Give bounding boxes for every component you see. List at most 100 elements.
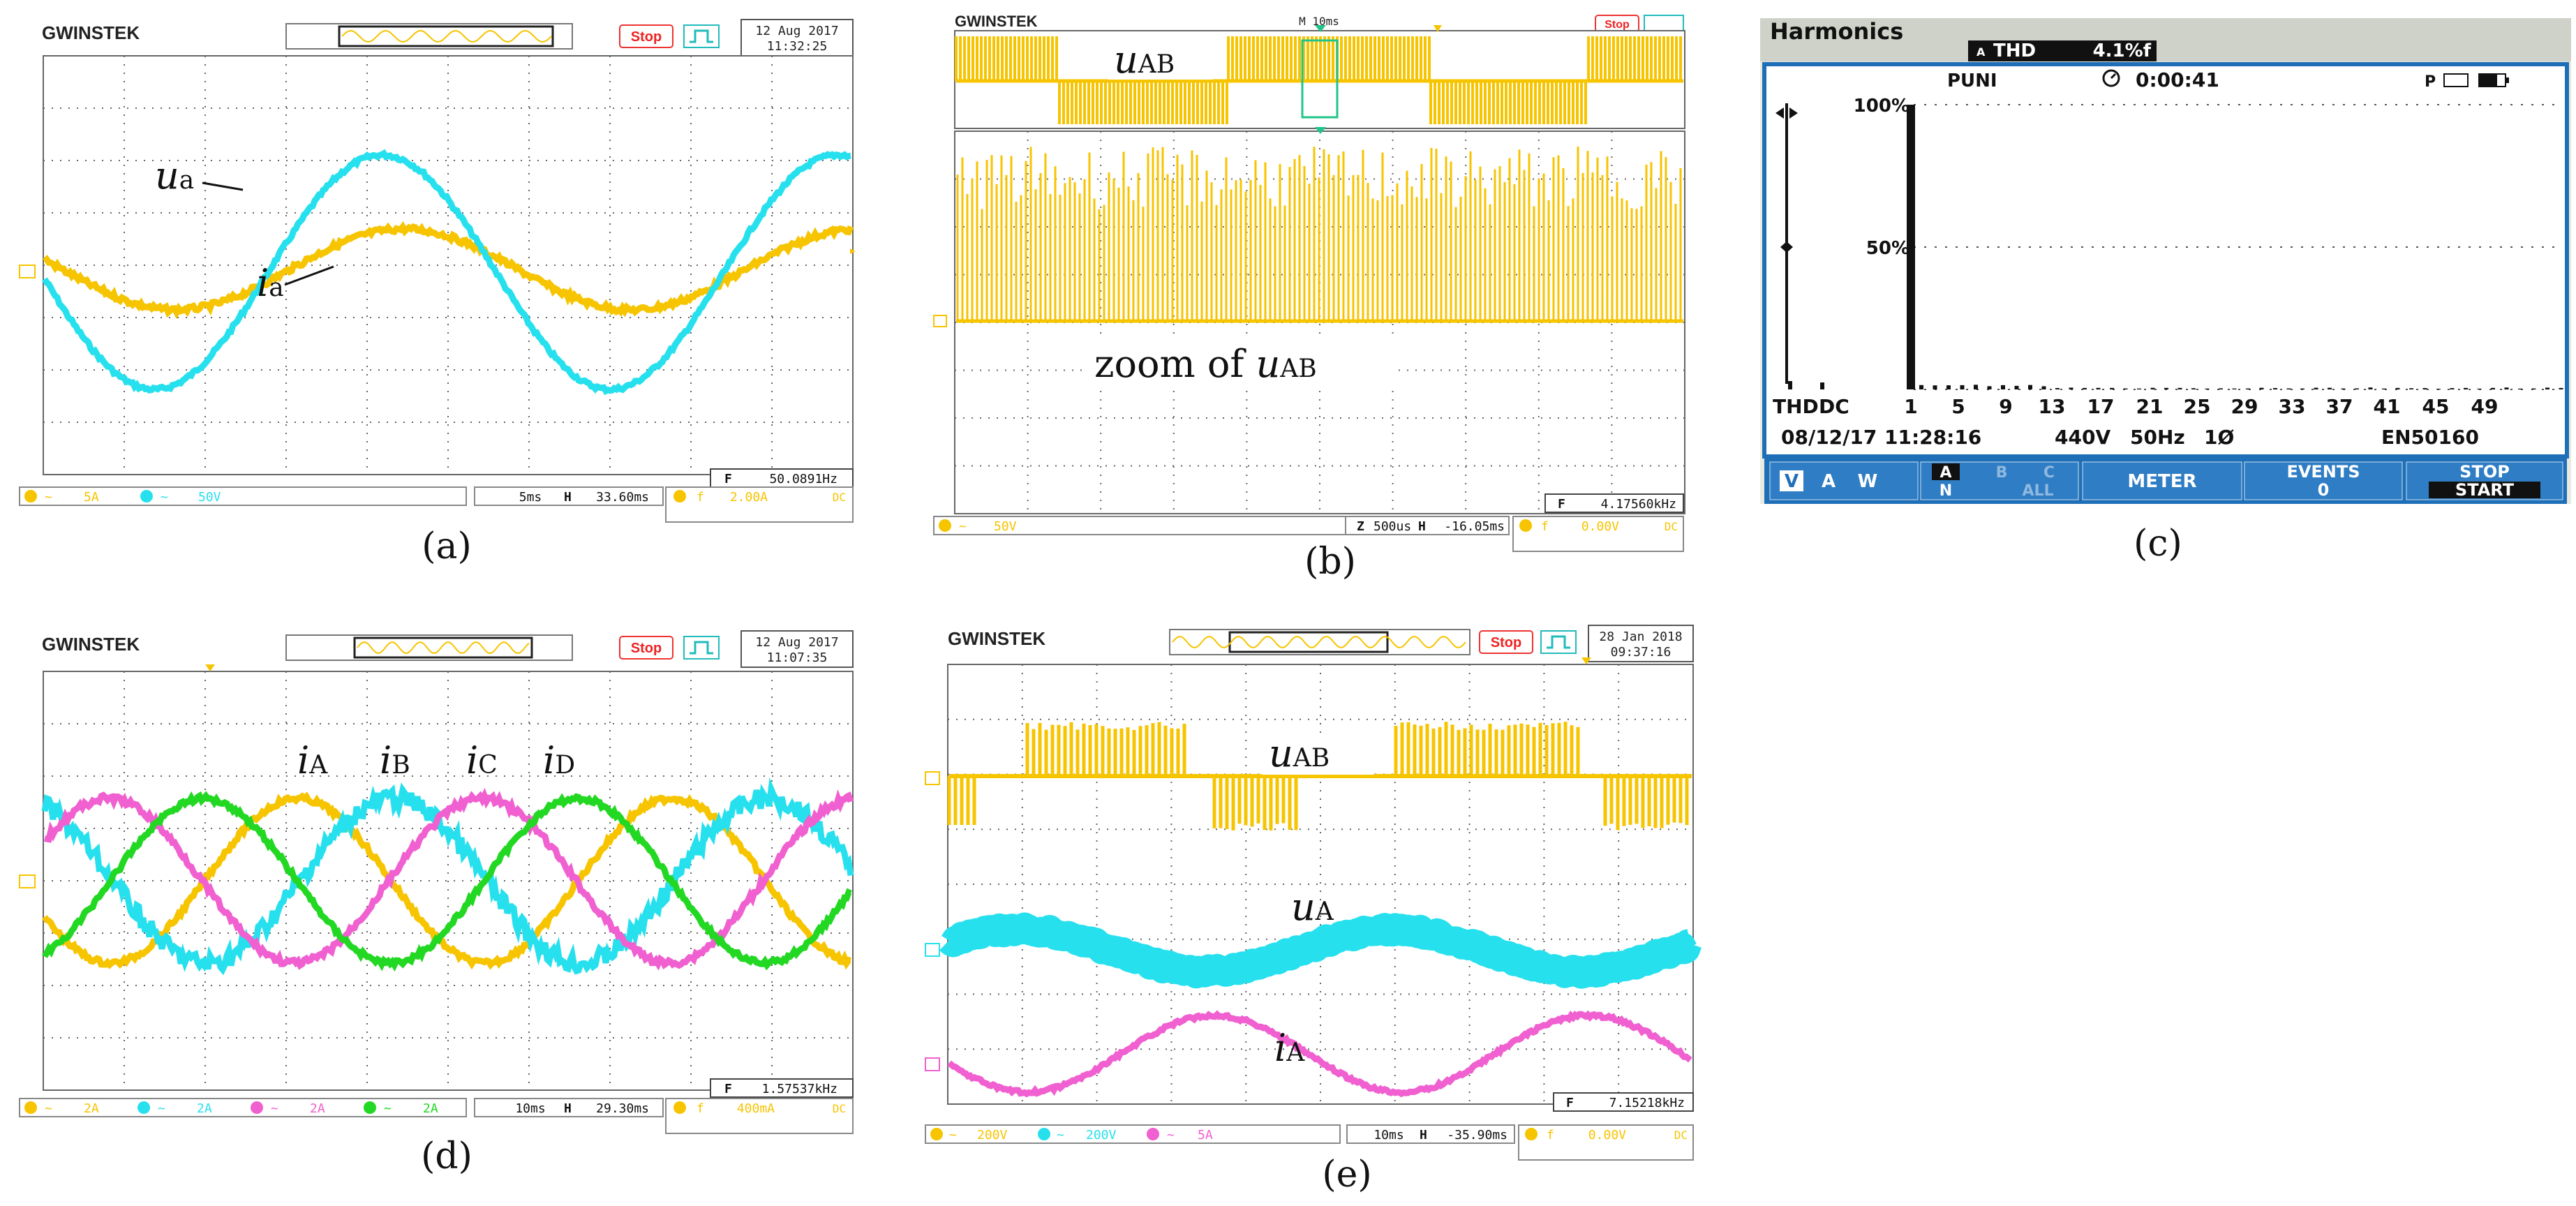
ch1-coupling-icon-b: ~ — [959, 519, 967, 534]
ch3-coupling-icon-d: ~ — [271, 1101, 278, 1116]
harmonic-bar — [2559, 387, 2563, 389]
caption-e: (e) — [1322, 1154, 1371, 1196]
timebase-box-a — [474, 486, 664, 506]
trig-pos-marker-b — [1434, 25, 1442, 32]
softkey-start-highlight-c — [2429, 482, 2540, 498]
xtick-label-c: 33 — [2279, 395, 2306, 418]
ch1-icon-e — [930, 1128, 943, 1140]
freq-icon-b: F — [1558, 497, 1565, 512]
memory-window-d — [353, 636, 533, 659]
ch1-marker-e — [925, 771, 940, 785]
trig-slope-icon-a: f — [697, 490, 704, 505]
ch3-scale-e: 5A — [1198, 1128, 1213, 1142]
ch3-icon-d — [251, 1101, 263, 1114]
softkey-meter-bg-c[interactable] — [2082, 461, 2242, 500]
label-iC: iC — [466, 738, 498, 782]
trig-source-icon-d — [673, 1101, 686, 1114]
title-c: Harmonics — [1770, 18, 1903, 45]
zoom-window-b — [1301, 39, 1339, 119]
softkey-vaw-c[interactable]: V A W — [1769, 461, 1919, 500]
ch1-coupling-icon-e: ~ — [949, 1128, 957, 1142]
ytick-100-c: 100% — [1854, 96, 1909, 117]
leader-ua — [202, 181, 244, 191]
softkey-v-highlight-c — [1780, 470, 1803, 491]
timebase-box-d — [474, 1098, 664, 1117]
zoom-center-marker-b — [1315, 127, 1326, 134]
xtick-label-c: 49 — [2471, 395, 2499, 418]
date-c: 08/12/17 — [1781, 426, 1877, 449]
softkey-phase-c-c: C — [2043, 464, 2055, 482]
timer-c: 0:00:41 — [2136, 68, 2219, 91]
ch1-coupling-icon-a: ~ — [45, 490, 52, 505]
xtick-label-c: 21 — [2136, 395, 2164, 418]
stop-text-b: Stop — [1605, 19, 1630, 31]
hpos-e: -35.90ms — [1447, 1128, 1507, 1142]
memory-window-e — [1228, 631, 1389, 653]
harmonic-bar — [1946, 385, 1951, 389]
date-d: 12 Aug 2017 — [755, 635, 838, 650]
harmonic-bar — [2219, 388, 2223, 389]
ch1-marker-d — [19, 874, 36, 888]
harmonic-bar — [2355, 388, 2359, 389]
leader-ia — [284, 265, 334, 286]
ch4-scale-d: 2A — [423, 1101, 438, 1116]
channel-bar-e — [925, 1124, 1341, 1144]
panel-e: GWINSTEK Stop 28 Jan 2018 09:37:16 uAB u… — [925, 625, 1702, 1196]
label-bg-zoom-b — [1089, 334, 1396, 391]
hpos-icon-e: H — [1420, 1128, 1427, 1142]
timebase-box-e — [1346, 1124, 1515, 1144]
zoom-marker-b — [1315, 25, 1326, 32]
freq-readout-b: 4.17560kHz — [1601, 497, 1676, 512]
memory-waveform-a — [341, 29, 552, 43]
softkey-stop-start-c[interactable]: STOP START — [2406, 461, 2563, 500]
xtick-dc-c: DC — [1819, 395, 1849, 418]
battery-tip-c — [2506, 77, 2509, 83]
zoom-icon-b: Z — [1357, 519, 1364, 534]
grid-a — [43, 56, 853, 475]
harmonic-bar — [2491, 387, 2495, 389]
softkey-phase-c[interactable]: A B C N ALL — [1920, 461, 2079, 500]
label-bg-uab-e — [1262, 733, 1373, 775]
ch1-scale-d: 2A — [84, 1101, 99, 1116]
harmonic-bar-thd — [1788, 381, 1792, 389]
xtick-label-c: 37 — [2326, 395, 2353, 418]
trig-coupling-a: DC — [833, 491, 846, 504]
panel-b: GWINSTEK M 10ms Stop uAB zoom of uAB F 4… — [933, 13, 1685, 583]
xtick-label-c: 41 — [2374, 395, 2401, 418]
brand-logo-b: GWINSTEK — [955, 13, 1038, 30]
pulse-icon-e — [1547, 635, 1570, 649]
ch1-scale-e: 200V — [977, 1128, 1008, 1142]
freq-readout-e: 7.15218kHz — [1609, 1096, 1685, 1110]
ch1-marker-b — [933, 315, 947, 327]
hpos-b: -16.05ms — [1444, 519, 1505, 534]
softkey-meter-c[interactable]: METER — [2082, 461, 2242, 500]
softkey-events-bg-c[interactable] — [2244, 461, 2403, 500]
mains-icon-c — [2443, 73, 2469, 87]
panel-d: GWINSTEK Stop 12 Aug 2017 11:07:35 iA iB… — [19, 630, 854, 1177]
brand-logo-a: GWINSTEK — [42, 22, 140, 43]
harmonic-bar — [1960, 385, 1965, 389]
caption-a: (a) — [422, 526, 472, 567]
softkey-events-c[interactable]: EVENTS 0 — [2244, 461, 2403, 500]
label-uab-e: uAB — [1269, 731, 1330, 775]
trig-coupling-b: DC — [1665, 520, 1678, 533]
softkey-a-c: A — [1822, 471, 1836, 492]
brand-logo-e: GWINSTEK — [948, 628, 1045, 649]
stop-text-a: Stop — [631, 29, 662, 45]
harmonic-bar — [2314, 387, 2318, 389]
harmonic-bar — [2055, 388, 2060, 389]
ch2-coupling-icon-d: ~ — [158, 1101, 165, 1116]
xtick-thd-c: THD — [1773, 395, 1819, 418]
datetime-box-d — [740, 630, 854, 668]
softkey-v-c: V — [1785, 471, 1799, 492]
stop-text-e: Stop — [1491, 635, 1521, 650]
harmonic-bar — [2545, 387, 2549, 389]
label-bg-uab-b — [1108, 36, 1213, 80]
label-iB: iB — [380, 738, 410, 782]
freq-readout-a: 50.0891Hz — [769, 472, 837, 486]
thd-header-bg-c — [1968, 40, 2157, 61]
ch3-icon-e — [1147, 1128, 1159, 1140]
harmonic-bar — [2450, 388, 2455, 389]
phase-config-c: 1Ø — [2204, 426, 2234, 449]
harmonic-bar — [2150, 387, 2155, 389]
